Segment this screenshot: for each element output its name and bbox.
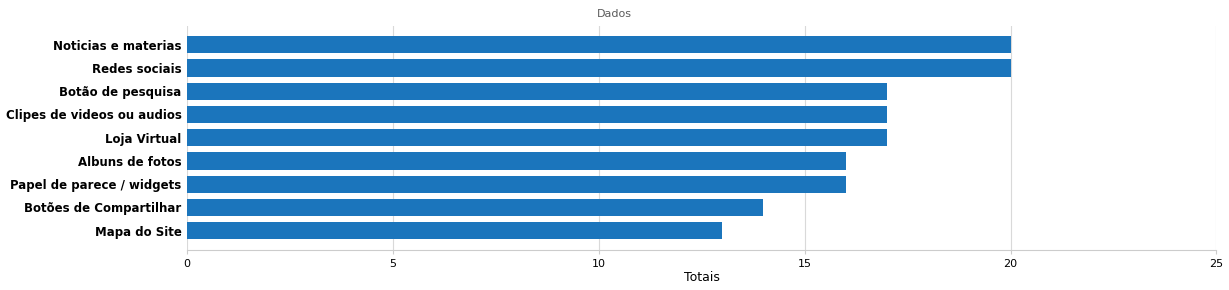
Bar xyxy=(187,129,887,146)
Bar xyxy=(187,199,763,216)
Bar xyxy=(187,59,1010,77)
X-axis label: Totais: Totais xyxy=(683,271,720,284)
Bar xyxy=(187,222,723,240)
Bar xyxy=(187,152,846,170)
Text: Dados: Dados xyxy=(597,9,632,19)
Bar xyxy=(187,106,887,123)
Bar xyxy=(187,175,846,193)
Bar xyxy=(187,83,887,100)
Bar xyxy=(187,36,1010,53)
